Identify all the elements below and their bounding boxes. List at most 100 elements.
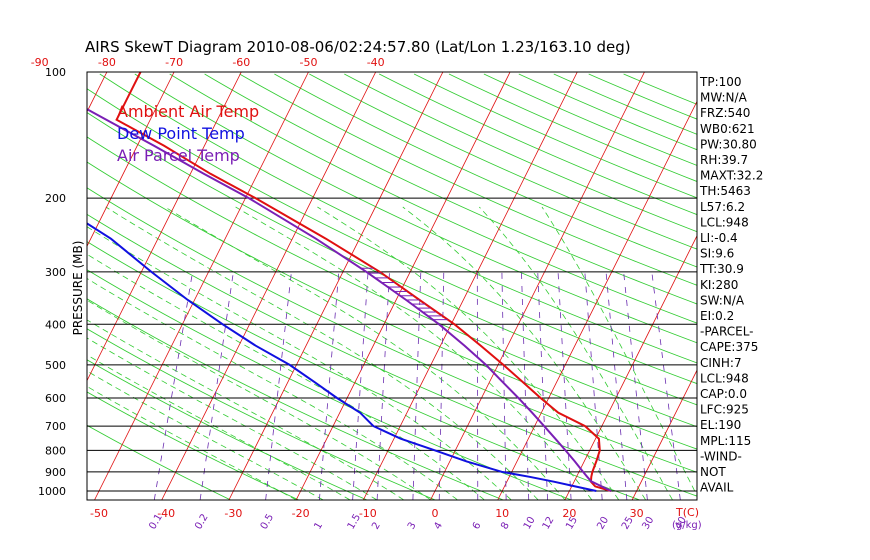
x-tick-label-bottom: 20 — [562, 507, 576, 520]
isotherm-line — [631, 369, 697, 500]
dry-adiabat-line — [204, 73, 697, 305]
x-tick-label-top: -80 — [98, 56, 116, 69]
y-tick-label: 800 — [45, 444, 66, 457]
background-grid — [0, 72, 697, 500]
index-label: L57:6.2 — [700, 200, 745, 214]
mixing-ratio-label: 2 — [370, 520, 383, 531]
y-tick-label: 600 — [45, 392, 66, 405]
mixing-ratio-line — [199, 271, 234, 500]
moist-adiabat-line — [164, 206, 566, 500]
x-tick-label-top: -40 — [367, 56, 385, 69]
dry-adiabat-line — [239, 73, 697, 286]
index-label: CINH:7 — [700, 356, 742, 370]
mixing-ratio-label: 8 — [499, 520, 512, 531]
mixing-ratio-unit: (g/kg) — [672, 520, 702, 531]
mixing-ratio-line — [584, 271, 603, 500]
legend-entry: Dew Point Temp — [117, 124, 245, 143]
isotherm-line — [87, 72, 175, 248]
isotherm-line — [228, 72, 444, 500]
dry-adiabat-line — [87, 88, 697, 385]
index-label: RH:39.7 — [700, 153, 748, 167]
dry-adiabat-line — [99, 73, 697, 364]
isotherm-line — [0, 72, 40, 500]
y-tick-label: 100 — [45, 66, 66, 79]
dry-adiabat-line — [413, 73, 697, 199]
legend-entry: Ambient Air Temp — [117, 102, 259, 121]
mixing-ratio-label: 0.5 — [259, 512, 276, 531]
plot-frame — [86, 71, 698, 501]
moist-adiabat-line — [87, 354, 351, 500]
index-label: LCL:948 — [700, 371, 749, 385]
dry-adiabat-line — [87, 424, 231, 500]
mixing-ratio-label: 4 — [432, 520, 445, 531]
dry-adiabat-line — [87, 359, 368, 500]
dry-adiabat-line — [87, 187, 697, 473]
index-label: CAP:0.0 — [700, 387, 747, 401]
index-label: SI:9.6 — [700, 247, 734, 261]
isotherm-line — [430, 72, 645, 500]
dry-adiabat-line — [344, 73, 697, 233]
moist-adiabat-line — [479, 206, 673, 500]
moist-adiabat-line — [235, 206, 593, 500]
mixing-ratio-label: 6 — [471, 520, 484, 531]
isotherm-line — [564, 234, 697, 500]
dry-adiabat-line — [134, 73, 697, 344]
isotherm-line — [87, 72, 242, 382]
legend-entry: Air Parcel Temp — [117, 146, 240, 165]
dew-point-templine — [87, 222, 597, 492]
x-tick-label-bottom: -50 — [90, 507, 108, 520]
dry-adiabat-line — [87, 391, 299, 500]
index-label: TT:30.9 — [699, 262, 744, 276]
dry-adiabat-line — [483, 73, 697, 166]
mixing-ratio-label: 1 — [312, 520, 325, 531]
x-tick-label-bottom: 10 — [495, 507, 509, 520]
x-tick-label-top: -70 — [165, 56, 183, 69]
index-label: -WIND- — [700, 449, 742, 463]
x-tick-label-bottom: 30 — [630, 507, 644, 520]
dry-adiabat-line — [87, 241, 640, 500]
x-tick-label-top: -90 — [31, 56, 49, 69]
isotherm-line — [161, 72, 377, 500]
index-label: KI:280 — [700, 278, 738, 292]
x-tick-label-bottom: 0 — [432, 507, 439, 520]
index-label: MPL:115 — [700, 434, 751, 448]
x-tick-label-bottom: -40 — [157, 507, 175, 520]
y-tick-label: 900 — [45, 466, 66, 479]
isotherm-line — [295, 72, 511, 500]
moist-adiabat-line — [105, 206, 539, 500]
x-tick-label-top: -50 — [300, 56, 318, 69]
y-tick-label: 500 — [45, 359, 66, 372]
index-label: PW:30.80 — [700, 137, 757, 151]
dry-adiabat-line — [378, 73, 697, 216]
dry-adiabat-line — [518, 73, 697, 151]
index-label: NOT — [700, 465, 726, 479]
air-parcel-templine — [87, 107, 612, 492]
mixing-ratio-line — [537, 271, 548, 500]
dry-adiabat-line — [169, 73, 697, 324]
index-label: -PARCEL- — [700, 325, 754, 339]
moist-adiabat-line — [541, 206, 697, 497]
x-tick-label-bottom: -20 — [292, 507, 310, 520]
index-label: TH:5463 — [699, 184, 751, 198]
index-label: LCL:948 — [700, 215, 749, 229]
mixing-ratio-label: 10 — [522, 515, 538, 532]
moist-adiabat-line — [87, 226, 512, 500]
moist-adiabat-line — [87, 370, 324, 500]
mixing-ratio-line — [153, 271, 193, 500]
dry-adiabat-line — [87, 298, 504, 500]
index-label: SW:N/A — [700, 293, 745, 307]
index-label: LFC:925 — [700, 403, 749, 417]
moist-adiabat-line — [402, 206, 646, 500]
mixing-ratio-line — [623, 271, 648, 500]
index-label: MW:N/A — [700, 91, 748, 105]
y-tick-label: 700 — [45, 420, 66, 433]
mixing-ratio-line — [651, 271, 681, 500]
legend: Ambient Air Temp Dew Point Temp Air Parcel… — [117, 102, 259, 165]
y-axis-label: PRESSURE (MB) — [71, 241, 85, 336]
index-label: CAPE:375 — [700, 340, 758, 354]
isotherm-line — [363, 72, 578, 500]
index-label: MAXT:32.2 — [700, 169, 763, 183]
dry-adiabat-line — [87, 112, 697, 406]
dry-adiabat-line — [87, 213, 697, 497]
index-label: WB0:621 — [700, 122, 755, 136]
